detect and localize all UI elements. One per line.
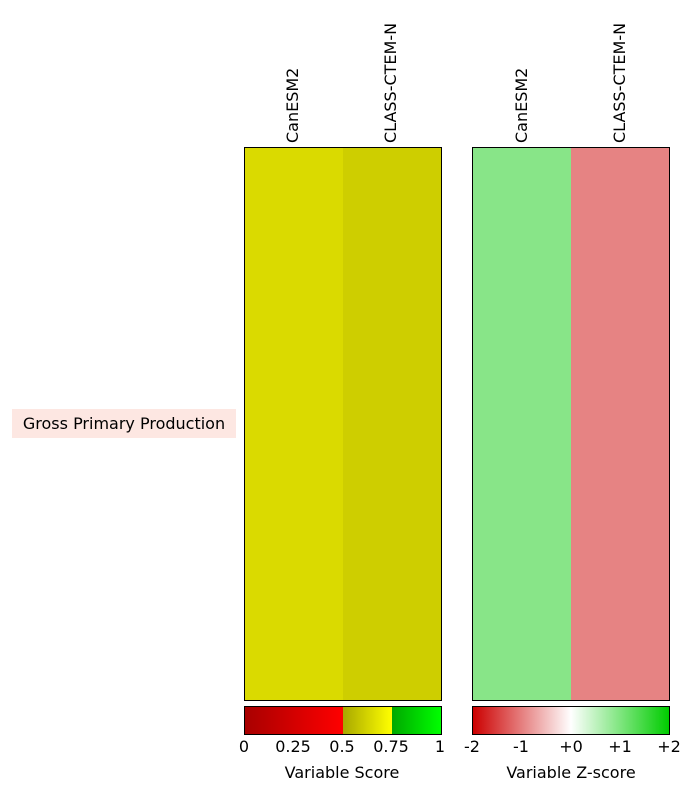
- variable-score-heatmap: [244, 147, 442, 701]
- variable-score-colorbar-title: Variable Score: [284, 763, 400, 782]
- score-tick-0.25: 0.25: [275, 737, 311, 756]
- score-tick-0.5: 0.5: [329, 737, 355, 756]
- zscore-tick-minus-1: -1: [513, 737, 529, 756]
- zscore-tick-minus-2: -2: [464, 737, 480, 756]
- zscore-column-label-class-ctem-n: CLASS-CTEM-N: [610, 22, 629, 143]
- variable-zscore-colorbar: [472, 706, 670, 735]
- zscore-cell-canesm2: [473, 148, 571, 700]
- zscore-cell-class-ctem-n: [571, 148, 669, 700]
- score-column-label-canesm2: CanESM2: [283, 67, 302, 143]
- variable-zscore-colorbar-title: Variable Z-score: [506, 763, 636, 782]
- zscore-column-label-canesm2: CanESM2: [512, 67, 531, 143]
- variable-zscore-heatmap: [472, 147, 670, 701]
- zscore-tick-0: +0: [559, 737, 583, 756]
- variable-score-colorbar: [244, 706, 442, 735]
- score-tick-0.75: 0.75: [373, 737, 409, 756]
- zscore-tick-plus-2: +2: [657, 737, 681, 756]
- row-label-gross-primary-production: Gross Primary Production: [12, 409, 236, 438]
- score-cell-canesm2: [245, 148, 343, 700]
- score-column-label-class-ctem-n: CLASS-CTEM-N: [381, 22, 400, 143]
- score-cell-class-ctem-n: [343, 148, 441, 700]
- score-tick-1: 1: [434, 737, 446, 756]
- score-tick-0: 0: [238, 737, 250, 756]
- zscore-tick-plus-1: +1: [608, 737, 632, 756]
